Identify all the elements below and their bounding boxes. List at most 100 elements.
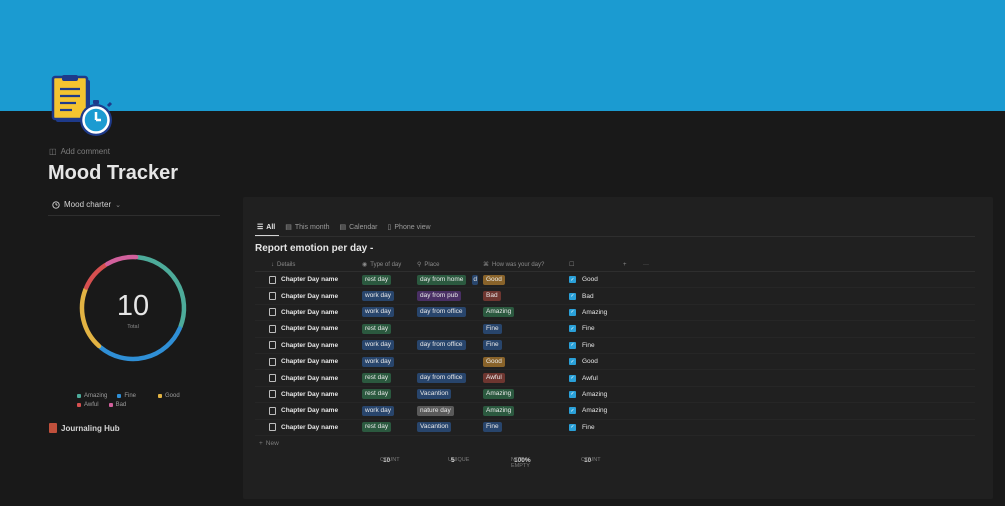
checkbox-checked-icon[interactable]: ✓ (569, 308, 576, 316)
chart-view-tab[interactable]: Mood charter ⌄ (52, 200, 121, 209)
row-title[interactable]: Chapter Day name (255, 324, 362, 333)
place-cell[interactable]: Vacantion (417, 389, 483, 400)
column-header-place[interactable]: ⚲ Place (417, 261, 483, 269)
donut-segment-awful[interactable] (84, 262, 108, 290)
place-cell[interactable]: nature day (417, 405, 483, 416)
checkbox-checked-icon[interactable]: ✓ (569, 325, 576, 333)
how-cell[interactable]: Amazing (483, 405, 569, 416)
row-title[interactable]: Chapter Day name (255, 308, 362, 317)
how-cell[interactable]: Awful (483, 373, 569, 384)
check-cell[interactable]: ✓ Fine (569, 341, 623, 349)
tab-all[interactable]: ☰ All (257, 223, 275, 232)
check-cell[interactable]: ✓ Fine (569, 423, 623, 431)
table-row[interactable]: Chapter Day name rest day day from office A… (255, 370, 975, 387)
check-cell[interactable]: ✓ Amazing (569, 390, 623, 398)
how-cell[interactable]: Bad (483, 291, 569, 302)
table-row[interactable]: Chapter Day name work day day from office A… (255, 305, 975, 322)
tab-this-month[interactable]: ▤ This month (285, 223, 329, 232)
checkbox-checked-icon[interactable]: ✓ (569, 358, 576, 366)
place-cell[interactable]: day from pub (417, 291, 483, 302)
check-cell[interactable]: ✓ Awful (569, 374, 623, 382)
type-cell[interactable]: rest day (362, 422, 417, 433)
legend-item-awful[interactable]: Awful (77, 402, 99, 408)
donut-segment-bad[interactable] (105, 254, 139, 267)
check-cell[interactable]: ✓ Amazing (569, 407, 623, 415)
place-cell[interactable]: day from office (417, 340, 483, 351)
place-cell[interactable]: day from office (417, 307, 483, 318)
legend-item-fine[interactable]: Fine (117, 393, 136, 399)
check-cell[interactable]: ✓ Amazing (569, 308, 623, 316)
donut-segment-amazing[interactable] (135, 255, 187, 329)
place-cell[interactable]: day from home d (417, 274, 483, 285)
checkbox-checked-icon[interactable]: ✓ (569, 423, 576, 431)
row-title[interactable]: Chapter Day name (255, 357, 362, 366)
table-row[interactable]: Chapter Day name work day day from pub Bad ✓… (255, 288, 975, 305)
add-column-button[interactable]: + (623, 261, 627, 268)
legend-item-good[interactable]: Good (158, 393, 180, 399)
type-cell[interactable]: work day (362, 291, 417, 302)
calc-unique[interactable]: UNIQUE 5 (448, 457, 469, 464)
tab-calendar[interactable]: ▤ Calendar (339, 223, 377, 232)
type-cell[interactable]: rest day (362, 274, 417, 285)
column-header-details[interactable]: ↓ Details (255, 262, 362, 268)
checkbox-checked-icon[interactable]: ✓ (569, 292, 576, 300)
page-title[interactable]: Mood Tracker (48, 162, 179, 184)
legend-item-amazing[interactable]: Amazing (77, 393, 107, 399)
column-header-how[interactable]: ⌘ How was your day? (483, 261, 569, 269)
tab-phone-view[interactable]: ▯ Phone view (388, 223, 431, 232)
how-cell[interactable]: Good (483, 356, 569, 367)
row-title[interactable]: Chapter Day name (255, 374, 362, 383)
type-cell[interactable]: work day (362, 356, 417, 367)
table-row[interactable]: Chapter Day name rest day Fine ✓ Fine (255, 321, 975, 338)
row-title[interactable]: Chapter Day name (255, 406, 362, 415)
checkbox-checked-icon[interactable]: ✓ (569, 407, 576, 415)
how-cell[interactable]: Amazing (483, 307, 569, 318)
type-cell[interactable]: rest day (362, 323, 417, 334)
table-row[interactable]: Chapter Day name work day nature day Amazin… (255, 403, 975, 420)
check-cell[interactable]: ✓ Bad (569, 292, 623, 300)
donut-segment-good[interactable] (79, 287, 102, 349)
table-row[interactable]: Chapter Day name rest day Vacantion Amazing… (255, 387, 975, 404)
column-header-check[interactable]: ☐ (569, 261, 623, 268)
legend-item-bad[interactable]: Bad (108, 402, 126, 408)
calc-count-check[interactable]: COUNT 10 (581, 457, 601, 464)
page-cover[interactable] (0, 0, 1005, 111)
check-cell[interactable]: ✓ Good (569, 276, 623, 284)
checkbox-checked-icon[interactable]: ✓ (569, 276, 576, 284)
table-row[interactable]: Chapter Day name work day Good ✓ Good (255, 354, 975, 371)
database-title[interactable]: Report emotion per day - (255, 243, 374, 254)
more-options-button[interactable]: ··· (643, 261, 649, 268)
journaling-hub-link[interactable]: Journaling Hub (49, 423, 120, 433)
check-cell[interactable]: ✓ Fine (569, 325, 623, 333)
how-cell[interactable]: Fine (483, 340, 569, 351)
table-row[interactable]: Chapter Day name rest day day from home d Go… (255, 272, 975, 289)
type-cell[interactable]: work day (362, 405, 417, 416)
calc-not-empty[interactable]: NOT EMPTY 100% (511, 457, 531, 469)
place-cell[interactable]: Vacantion (417, 422, 483, 433)
checkbox-checked-icon[interactable]: ✓ (569, 341, 576, 349)
check-cell[interactable]: ✓ Good (569, 358, 623, 366)
how-cell[interactable]: Fine (483, 323, 569, 334)
place-cell[interactable]: day from office (417, 373, 483, 384)
how-cell[interactable]: Good (483, 274, 569, 285)
checkbox-checked-icon[interactable]: ✓ (569, 374, 576, 382)
how-cell[interactable]: Fine (483, 422, 569, 433)
type-cell[interactable]: work day (362, 340, 417, 351)
row-title[interactable]: Chapter Day name (255, 292, 362, 301)
stopwatch-document-icon[interactable] (50, 74, 116, 138)
checkbox-checked-icon[interactable]: ✓ (569, 390, 576, 398)
new-row-button[interactable]: + New (255, 436, 975, 452)
table-row[interactable]: Chapter Day name work day day from office F… (255, 338, 975, 354)
row-title[interactable]: Chapter Day name (255, 423, 362, 432)
row-title[interactable]: Chapter Day name (255, 275, 362, 284)
donut-segment-fine[interactable] (98, 326, 182, 362)
type-cell[interactable]: rest day (362, 373, 417, 384)
row-title[interactable]: Chapter Day name (255, 341, 362, 350)
type-cell[interactable]: rest day (362, 389, 417, 400)
type-cell[interactable]: work day (362, 307, 417, 318)
row-title[interactable]: Chapter Day name (255, 390, 362, 399)
table-row[interactable]: Chapter Day name rest day Vacantion Fine ✓ Fi… (255, 420, 975, 436)
column-header-type[interactable]: ◉ Type of day (362, 261, 417, 269)
how-cell[interactable]: Amazing (483, 389, 569, 400)
calc-count[interactable]: COUNT 10 (380, 457, 400, 464)
